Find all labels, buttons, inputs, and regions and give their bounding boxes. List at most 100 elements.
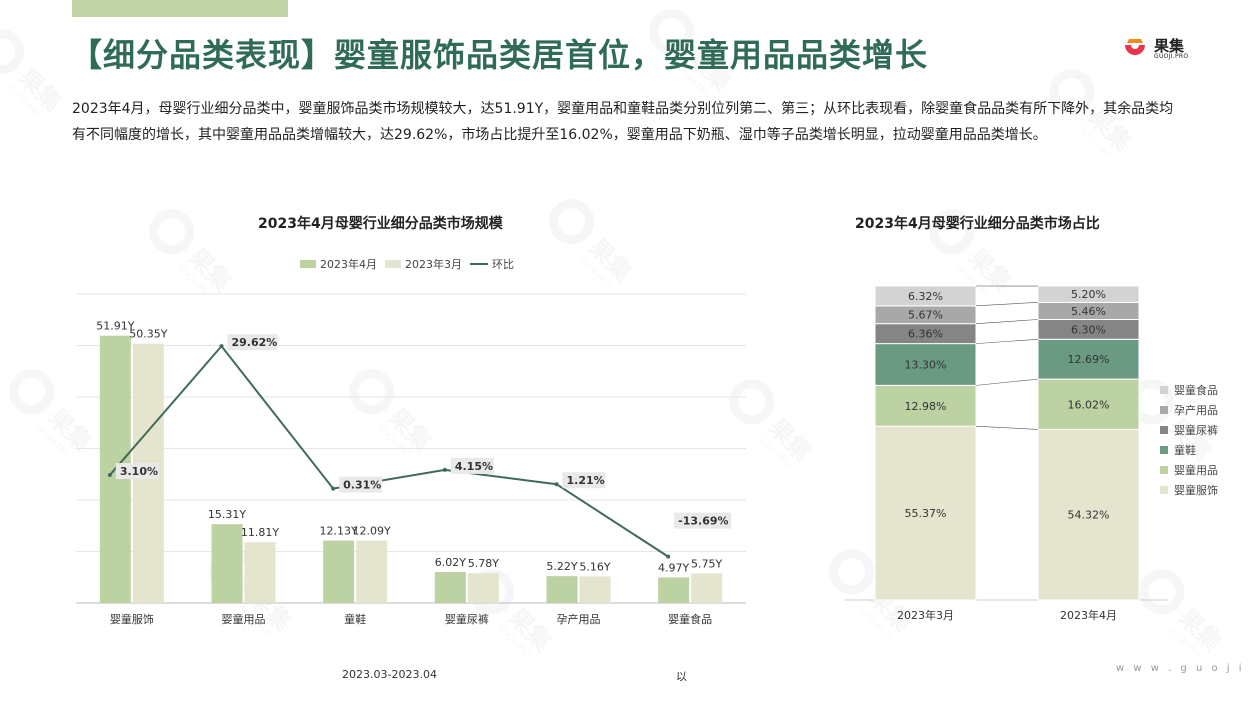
legend-label: 童鞋 [1174, 444, 1196, 457]
x-tick-label: 童鞋 [344, 612, 366, 626]
x-tick-label: 婴童食品 [668, 612, 712, 626]
watermark-logo-icon [1139, 569, 1185, 615]
bar-mar [579, 576, 611, 603]
segment-value-label: 5.67% [908, 309, 943, 322]
mom-point [107, 473, 112, 478]
watermark-logo-icon [929, 209, 975, 255]
stack-segment-婴童食品 [1037, 285, 1140, 303]
segment-value-label: 6.36% [908, 328, 943, 341]
bar-value-label: 5.22Y [546, 560, 577, 573]
legend-swatch [1160, 486, 1168, 494]
legend-item-mom: 环比 [470, 256, 514, 272]
bar-apr [658, 577, 690, 603]
watermark-logo-icon [9, 369, 55, 415]
mom-label-bg [339, 476, 383, 493]
mom-label-bg [227, 334, 278, 351]
bar-value-label: 12.13Y [320, 525, 358, 538]
legend-label: 婴童尿裤 [1174, 424, 1218, 437]
watermark-logo-icon [149, 209, 195, 255]
mom-point [219, 344, 224, 349]
segment-value-label: 55.37% [905, 507, 947, 520]
mom-line [109, 344, 669, 558]
right-chart-legend: 婴童食品孕产用品婴童尿裤童鞋婴童用品婴童服饰 [1160, 380, 1218, 500]
left-chart-legend: 2023年4月 2023年3月 环比 [300, 256, 514, 272]
legend-label: 婴童食品 [1174, 384, 1218, 397]
legend-label: 婴童服饰 [1174, 484, 1218, 497]
bar-value-label: 51.91Y [96, 320, 134, 333]
x-tick-label: 婴童服饰 [110, 612, 154, 626]
logo-name: 果集 [1154, 37, 1185, 55]
stack-segment-婴童服饰 [874, 425, 977, 601]
note-footnote: 以 [676, 670, 687, 683]
bar-mar [467, 573, 499, 603]
bar-apr [323, 540, 355, 603]
legend-swatch [1160, 466, 1168, 474]
bar-mar [691, 573, 723, 603]
website-footer: w w w . g u o j i . p r o [1116, 663, 1250, 674]
bar-value-label: 50.35Y [129, 328, 167, 341]
mom-point [331, 486, 336, 491]
mom-value-label: 29.62% [232, 336, 278, 349]
x-tick-label: 2023年4月 [1060, 608, 1117, 622]
watermark-logo-icon [349, 369, 395, 415]
segment-value-label: 12.69% [1068, 353, 1110, 366]
watermark-logo-icon [0, 29, 25, 75]
bar-value-label: 5.75Y [691, 557, 722, 570]
legend-item-apr: 2023年4月 [300, 256, 377, 272]
top-accent-bar [72, 0, 288, 17]
bar-value-label: 11.81Y [241, 526, 279, 539]
x-tick-label: 婴童尿裤 [445, 612, 489, 626]
legend-item: 孕产用品 [1160, 400, 1218, 420]
connector-line [975, 378, 1039, 386]
mom-point [666, 554, 671, 559]
bar-value-label: 15.31Y [208, 508, 246, 521]
legend-item-mar: 2023年3月 [385, 256, 462, 272]
summary-paragraph: 2023年4月，母婴行业细分品类中，婴童服饰品类市场规模较大，达51.91Y，婴… [72, 101, 1174, 143]
legend-swatch [1160, 446, 1168, 454]
x-tick-label: 孕产用品 [557, 612, 601, 626]
legend-item: 婴童尿裤 [1160, 420, 1218, 440]
logo-mark-icon [1125, 39, 1145, 55]
segment-value-label: 5.20% [1071, 288, 1106, 301]
segment-value-label: 6.30% [1071, 323, 1106, 336]
bar-mar [356, 540, 388, 603]
page-title: 【细分品类表现】婴童服饰品类居首位，婴童用品品类增长 [70, 36, 929, 74]
connector-line [975, 425, 1039, 430]
mom-value-label: 1.21% [567, 474, 605, 487]
segment-value-label: 6.32% [908, 290, 943, 303]
mom-label-bg [450, 457, 494, 474]
mom-point [442, 467, 447, 472]
logo-domain: GUOJI.PRO [1154, 53, 1189, 60]
period-footnote: 2023.03-2023.04 [342, 668, 437, 681]
stack-segment-婴童服饰 [1037, 428, 1140, 601]
mom-value-label: 0.31% [343, 479, 381, 492]
legend-label: 孕产用品 [1174, 404, 1218, 417]
bar-value-label: 5.78Y [468, 557, 499, 570]
segment-value-label: 5.46% [1071, 305, 1106, 318]
mom-value-label: -13.69% [678, 515, 728, 528]
watermark-logo-icon [829, 549, 875, 595]
watermark-logo-icon [1049, 69, 1095, 115]
bar-value-label: 5.16Y [579, 560, 610, 573]
segment-value-label: 12.98% [905, 400, 947, 413]
x-tick-label: 婴童用品 [222, 612, 266, 626]
legend-item: 婴童用品 [1160, 460, 1218, 480]
segment-value-label: 54.32% [1068, 509, 1110, 522]
legend-item: 婴童食品 [1160, 380, 1218, 400]
bar-apr [211, 524, 243, 603]
legend-swatch [1160, 426, 1168, 434]
bar-value-label: 4.97Y [658, 561, 689, 574]
bar-apr [546, 576, 578, 603]
legend-item: 童鞋 [1160, 440, 1218, 460]
legend-swatch [1160, 386, 1168, 394]
x-tick-label: 2023年3月 [897, 608, 954, 622]
bar-value-label: 12.09Y [353, 525, 391, 538]
brand-logo: 果集 GUOJI.PRO [1122, 32, 1212, 66]
right-chart-title: 2023年4月母婴行业细分品类市场占比 [855, 216, 1100, 232]
legend-item: 婴童服饰 [1160, 480, 1218, 500]
left-chart-title: 2023年4月母婴行业细分品类市场规模 [258, 216, 503, 232]
legend-swatch [1160, 406, 1168, 414]
mom-value-label: 4.15% [455, 460, 493, 473]
stack-segment-童鞋 [1037, 338, 1140, 380]
